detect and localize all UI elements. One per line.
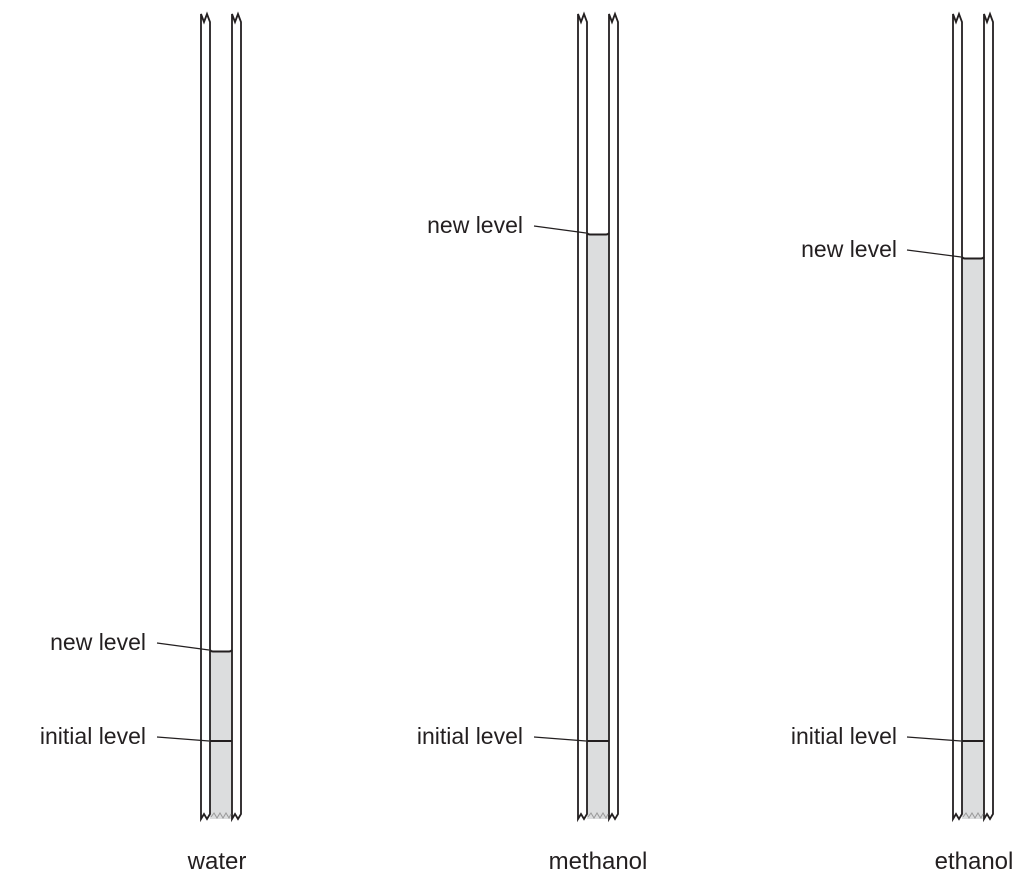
new-level-meniscus-water: [209, 649, 233, 653]
tube-water: new level initial level water: [40, 11, 247, 875]
initial-level-label-methanol: initial level: [417, 723, 523, 749]
new-level-label-water: new level: [50, 629, 146, 655]
initial-level-leader-methanol: [533, 736, 587, 742]
initial-level-leader-water: [156, 736, 210, 742]
new-level-leader-ethanol: [906, 249, 962, 258]
caption-ethanol: ethanol: [935, 848, 1014, 875]
new-level-label-methanol: new level: [427, 212, 523, 238]
new-level-leader-water: [156, 642, 210, 651]
liquid-column-water: [210, 651, 232, 819]
initial-level-label-water: initial level: [40, 723, 146, 749]
tube-ethanol: new level initial level ethanol: [791, 11, 1014, 875]
caption-methanol: methanol: [549, 848, 648, 875]
torn-edge-ethanol: [962, 812, 984, 820]
tube-wall-right-water: [231, 11, 242, 823]
liquid-column-methanol: [587, 234, 609, 819]
new-level-label-ethanol: new level: [801, 236, 897, 262]
tube-wall-left-ethanol: [952, 11, 963, 823]
initial-level-leader-ethanol: [906, 736, 962, 742]
torn-edge-water: [210, 812, 232, 820]
new-level-meniscus-ethanol: [961, 256, 985, 260]
tube-wall-right-methanol: [608, 11, 619, 823]
tube-methanol: new level initial level methanol: [417, 11, 648, 875]
new-level-meniscus-methanol: [586, 232, 610, 236]
torn-edge-methanol: [587, 812, 609, 820]
liquid-column-ethanol: [962, 258, 984, 819]
new-level-leader-methanol: [533, 225, 587, 234]
tube-wall-left-methanol: [577, 11, 588, 823]
tube-wall-right-ethanol: [983, 11, 994, 823]
caption-water: water: [187, 848, 247, 875]
initial-level-label-ethanol: initial level: [791, 723, 897, 749]
tube-wall-left-water: [200, 11, 211, 823]
